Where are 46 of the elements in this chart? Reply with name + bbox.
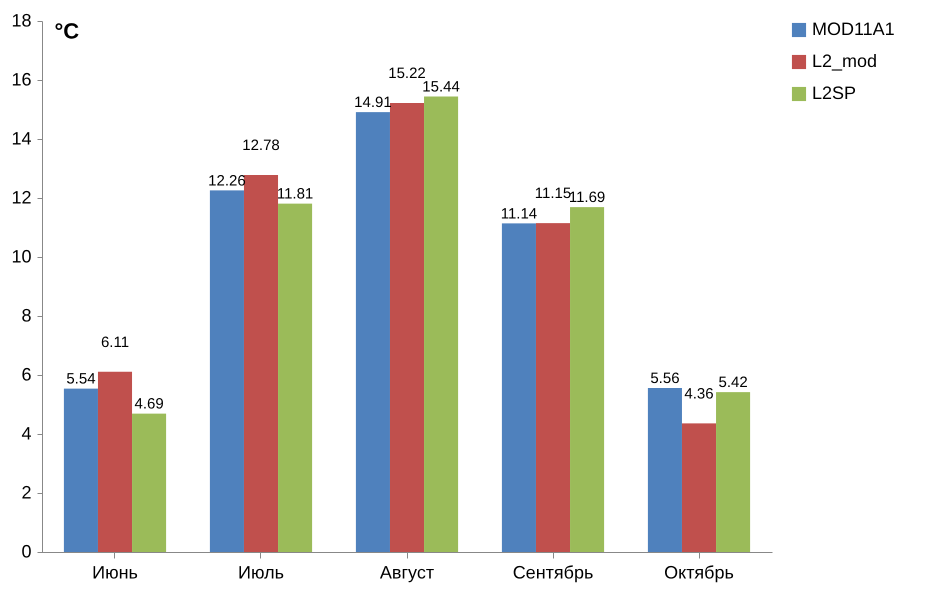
bar (570, 207, 604, 552)
data-label: 12.78 (242, 136, 280, 154)
bar (244, 174, 278, 552)
bar (64, 388, 98, 552)
bar (210, 190, 244, 552)
bar (502, 223, 536, 552)
bar (132, 414, 166, 552)
bar (682, 423, 716, 552)
data-label: 11.81 (276, 186, 314, 203)
bar (278, 204, 312, 552)
data-label: 11.15 (534, 185, 572, 202)
data-label: 11.14 (500, 205, 538, 222)
data-label: 4.36 (684, 385, 714, 402)
x-tick-label: Июнь (92, 562, 138, 582)
data-label: 6.11 (100, 334, 130, 351)
legend-label: L2_mod (812, 51, 878, 71)
y-tick-label: 16 (11, 70, 32, 90)
legend-label: L2SP (812, 83, 856, 103)
data-label: 5.42 (718, 374, 748, 392)
data-label: 5.56 (650, 370, 680, 387)
data-label: 5.54 (66, 370, 96, 388)
bar (98, 372, 132, 552)
bar (648, 388, 682, 552)
y-axis-title: °C (54, 18, 80, 44)
data-label: 14.91 (354, 94, 392, 112)
x-tick-label: Июль (238, 562, 284, 582)
legend-label: MOD11A1 (812, 19, 895, 39)
y-tick-label: 12 (11, 188, 32, 208)
y-tick-label: 10 (11, 246, 32, 266)
bar (536, 223, 570, 552)
y-tick-label: 0 (21, 542, 32, 562)
data-label: 4.69 (134, 396, 164, 413)
y-tick-label: 4 (21, 424, 32, 444)
x-tick-label: Август (380, 562, 434, 582)
y-tick-label: 6 (21, 364, 32, 384)
y-tick-label: 8 (21, 306, 32, 326)
data-label: 11.69 (568, 189, 606, 206)
x-tick-label: Октябрь (664, 562, 734, 582)
bar (390, 103, 424, 552)
bar (424, 96, 458, 552)
bar (356, 112, 390, 552)
y-tick-label: 2 (21, 482, 32, 502)
y-tick-label: 14 (11, 128, 32, 148)
bar (716, 392, 750, 552)
y-tick-label: 18 (11, 10, 32, 30)
x-tick-label: Сентябрь (512, 562, 594, 582)
